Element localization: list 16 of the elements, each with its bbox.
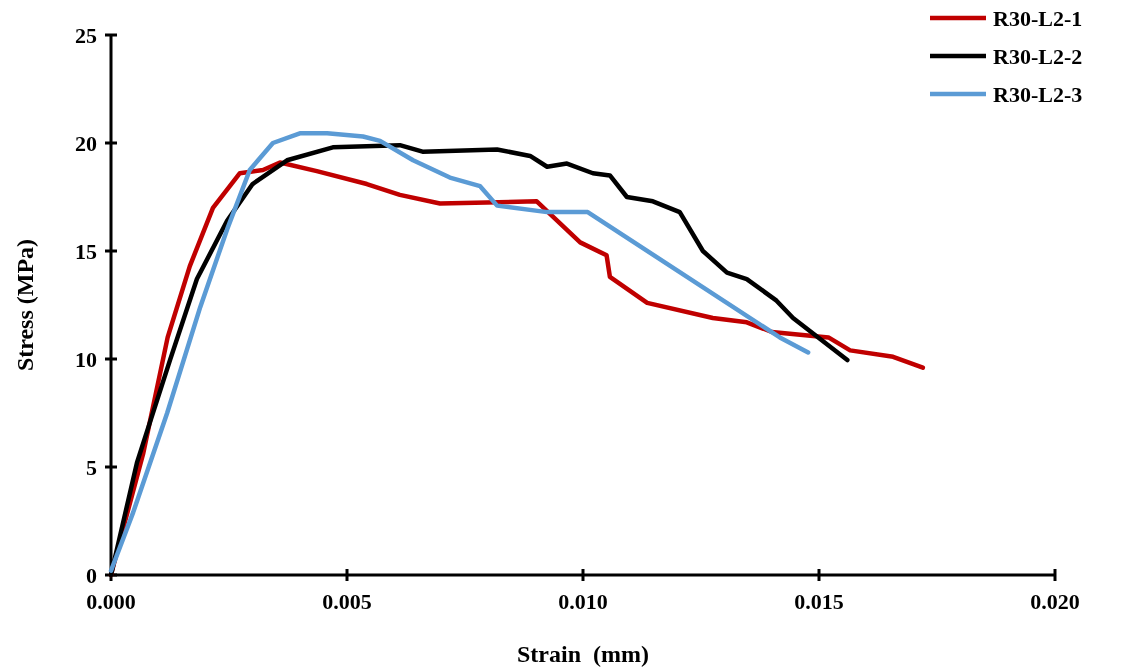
x-tick-label: 0.005 bbox=[322, 589, 372, 614]
x-tick-label: 0.000 bbox=[86, 589, 136, 614]
y-tick-label: 15 bbox=[75, 239, 97, 264]
y-tick-label: 10 bbox=[75, 347, 97, 372]
y-axis-title: Stress (MPa) bbox=[12, 238, 38, 372]
x-tick-label: 0.010 bbox=[558, 589, 608, 614]
legend-label: R30-L2-3 bbox=[993, 82, 1083, 107]
y-tick-label: 5 bbox=[86, 455, 97, 480]
legend-label: R30-L2-2 bbox=[993, 44, 1083, 69]
x-tick-label: 0.015 bbox=[794, 589, 844, 614]
legend-label: R30-L2-1 bbox=[993, 6, 1083, 31]
y-tick-label: 0 bbox=[86, 563, 97, 588]
y-tick-label: 25 bbox=[75, 23, 97, 48]
x-tick-label: 0.020 bbox=[1030, 589, 1080, 614]
y-tick-label: 20 bbox=[75, 131, 97, 156]
x-axis-title: Strain (mm) bbox=[517, 641, 649, 667]
